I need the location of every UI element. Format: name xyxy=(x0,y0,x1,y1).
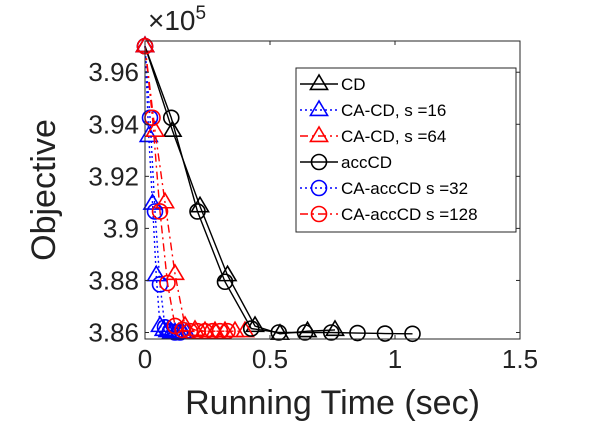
data-point xyxy=(162,109,180,127)
y-tick-label: 3.96 xyxy=(88,57,139,87)
legend-label: CA-accCD s =32 xyxy=(341,179,468,198)
legend: CD CA-CD, s =16 CA-CD, s =64 accCD CA-accCD … xyxy=(295,67,517,233)
data-point xyxy=(216,273,234,291)
legend-entry: CA-accCD s =128 xyxy=(300,205,478,224)
legend-marker xyxy=(310,179,328,197)
series-line xyxy=(144,46,245,332)
data-point xyxy=(225,320,245,338)
x-tick-label: 1.5 xyxy=(502,344,538,374)
data-point xyxy=(162,120,183,137)
data-point xyxy=(151,203,169,220)
legend-entry: CA-CD, s =64 xyxy=(300,125,446,146)
data-point xyxy=(322,324,340,341)
data-point xyxy=(349,324,366,342)
y-tick-label: 3.86 xyxy=(88,317,139,347)
x-tick-label: 0 xyxy=(138,344,152,374)
data-point xyxy=(296,324,314,341)
data-point xyxy=(325,319,345,337)
data-point xyxy=(150,315,170,333)
data-point xyxy=(156,318,174,336)
data-point xyxy=(297,320,318,338)
y-tick-label: 3.94 xyxy=(88,109,139,139)
y-axis-label: Objective xyxy=(25,119,63,261)
y-axis-multiplier: ×105 xyxy=(148,3,206,36)
data-point xyxy=(146,264,167,282)
plot-frame xyxy=(144,40,521,340)
data-point xyxy=(155,191,175,209)
legend-label: CD xyxy=(341,75,366,94)
series-layer xyxy=(135,35,421,343)
x-tick-label: 0.5 xyxy=(252,344,288,374)
legend-label: CA-accCD s =128 xyxy=(341,205,478,224)
x-axis-label: Running Time (sec) xyxy=(185,384,480,422)
series-line xyxy=(144,45,413,335)
legend-marker xyxy=(309,73,329,91)
data-point xyxy=(235,320,255,338)
legend-marker xyxy=(310,205,328,223)
legend-marker xyxy=(310,153,328,171)
data-point xyxy=(245,315,265,333)
data-point xyxy=(159,274,176,292)
data-point xyxy=(165,263,185,281)
legend-box xyxy=(295,67,517,233)
legend-label: CA-CD, s =64 xyxy=(341,127,446,146)
series-line xyxy=(144,46,228,332)
series-3 xyxy=(136,37,421,343)
data-point xyxy=(404,325,421,343)
tick-layer: 0 0.5 1 1.5 3.86 3.88 3.9 3.92 3.94 3.96 xyxy=(88,41,538,374)
legend-items: CD CA-CD, s =16 CA-CD, s =64 accCD CA-accCD … xyxy=(300,73,478,224)
y-tick-label: 3.9 xyxy=(103,213,139,243)
data-point xyxy=(146,203,164,220)
legend-entry: CD xyxy=(300,73,366,94)
data-point xyxy=(195,320,215,338)
legend-marker xyxy=(309,125,329,143)
data-point xyxy=(166,317,184,335)
data-point xyxy=(242,320,260,337)
x-tick-label: 1 xyxy=(388,344,402,374)
data-point xyxy=(217,264,238,282)
legend-label: CA-CD, s =16 xyxy=(341,101,446,120)
legend-label: accCD xyxy=(341,153,392,172)
series-line xyxy=(144,46,180,334)
data-point xyxy=(376,325,394,342)
y-tick-label: 3.92 xyxy=(88,161,139,191)
data-point xyxy=(145,120,165,137)
data-point xyxy=(189,203,206,220)
legend-entry: CA-CD, s =16 xyxy=(300,99,446,120)
legend-entry: accCD xyxy=(300,153,392,172)
legend-marker xyxy=(309,99,329,117)
series-5 xyxy=(136,37,236,340)
data-point xyxy=(270,324,288,341)
y-tick-label: 3.88 xyxy=(88,265,139,295)
data-point xyxy=(138,125,159,143)
series-line xyxy=(144,45,336,335)
legend-entry: CA-accCD s =32 xyxy=(300,179,468,198)
